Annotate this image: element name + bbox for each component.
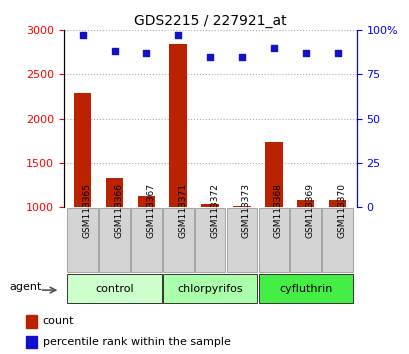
Text: count: count bbox=[43, 316, 74, 326]
FancyBboxPatch shape bbox=[194, 208, 225, 272]
Text: GSM113372: GSM113372 bbox=[209, 183, 218, 238]
Point bbox=[238, 54, 245, 59]
Text: GSM113370: GSM113370 bbox=[337, 183, 346, 238]
Text: GSM113368: GSM113368 bbox=[273, 183, 282, 238]
Text: GSM113371: GSM113371 bbox=[178, 183, 187, 238]
FancyBboxPatch shape bbox=[99, 208, 130, 272]
Bar bbox=[74, 93, 91, 207]
Text: GSM113366: GSM113366 bbox=[114, 183, 123, 238]
Bar bbox=[26, 336, 37, 348]
Bar bbox=[265, 142, 282, 207]
Text: percentile rank within the sample: percentile rank within the sample bbox=[43, 337, 230, 347]
Bar bbox=[328, 200, 346, 207]
Text: GSM113373: GSM113373 bbox=[241, 183, 250, 238]
FancyBboxPatch shape bbox=[321, 208, 352, 272]
FancyBboxPatch shape bbox=[67, 208, 98, 272]
Bar bbox=[201, 204, 218, 207]
Text: GSM113367: GSM113367 bbox=[146, 183, 155, 238]
FancyBboxPatch shape bbox=[258, 208, 288, 272]
Point bbox=[333, 50, 340, 56]
Bar bbox=[106, 178, 123, 207]
FancyBboxPatch shape bbox=[226, 208, 257, 272]
Title: GDS2215 / 227921_at: GDS2215 / 227921_at bbox=[133, 14, 286, 28]
Bar bbox=[26, 315, 37, 327]
FancyBboxPatch shape bbox=[162, 208, 193, 272]
FancyBboxPatch shape bbox=[258, 274, 352, 303]
Bar bbox=[233, 206, 250, 207]
Text: cyfluthrin: cyfluthrin bbox=[279, 284, 332, 293]
Point bbox=[143, 50, 149, 56]
Bar bbox=[296, 200, 314, 207]
Text: GSM113369: GSM113369 bbox=[305, 183, 314, 238]
FancyBboxPatch shape bbox=[162, 274, 257, 303]
Point bbox=[270, 45, 276, 51]
Point bbox=[302, 50, 308, 56]
Bar bbox=[137, 195, 155, 207]
Point bbox=[111, 48, 117, 54]
FancyBboxPatch shape bbox=[131, 208, 161, 272]
Point bbox=[79, 33, 86, 38]
FancyBboxPatch shape bbox=[290, 208, 320, 272]
Text: control: control bbox=[95, 284, 133, 293]
Text: GSM113365: GSM113365 bbox=[83, 183, 92, 238]
Bar bbox=[169, 44, 187, 207]
Text: agent: agent bbox=[10, 282, 42, 292]
FancyBboxPatch shape bbox=[67, 274, 161, 303]
Point bbox=[206, 54, 213, 59]
Text: chlorpyrifos: chlorpyrifos bbox=[177, 284, 243, 293]
Point bbox=[175, 33, 181, 38]
